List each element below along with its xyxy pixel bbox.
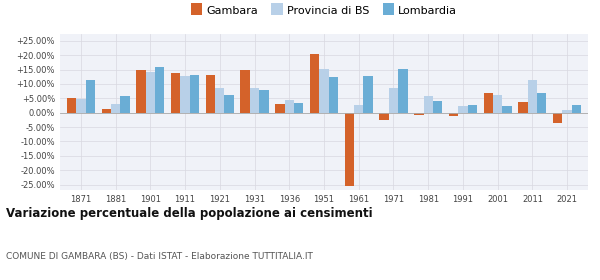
Bar bbox=[76, 99, 86, 113]
Text: COMUNE DI GAMBARA (BS) - Dati ISTAT - Elaborazione TUTTITALIA.IT: COMUNE DI GAMBARA (BS) - Dati ISTAT - El… bbox=[6, 252, 313, 261]
Bar bbox=[294, 103, 304, 113]
Bar bbox=[449, 113, 458, 116]
Bar bbox=[414, 113, 424, 115]
Bar bbox=[458, 106, 467, 113]
Bar bbox=[389, 88, 398, 113]
Bar bbox=[329, 77, 338, 113]
Text: Variazione percentuale della popolazione ai censimenti: Variazione percentuale della popolazione… bbox=[6, 207, 373, 220]
Bar bbox=[379, 113, 389, 120]
Bar bbox=[146, 73, 155, 113]
Bar bbox=[528, 80, 537, 113]
Bar bbox=[344, 113, 354, 186]
Bar bbox=[319, 69, 329, 113]
Bar bbox=[275, 104, 284, 113]
Bar bbox=[120, 96, 130, 113]
Bar bbox=[224, 95, 234, 113]
Bar bbox=[484, 93, 493, 113]
Bar bbox=[310, 54, 319, 113]
Bar bbox=[493, 95, 502, 113]
Bar bbox=[250, 88, 259, 113]
Bar bbox=[433, 101, 442, 113]
Bar bbox=[398, 69, 407, 113]
Bar bbox=[424, 96, 433, 113]
Bar bbox=[136, 70, 146, 113]
Bar bbox=[364, 76, 373, 113]
Bar bbox=[537, 93, 547, 113]
Bar bbox=[354, 105, 364, 113]
Bar bbox=[86, 80, 95, 113]
Bar bbox=[206, 75, 215, 113]
Legend: Gambara, Provincia di BS, Lombardia: Gambara, Provincia di BS, Lombardia bbox=[187, 1, 461, 20]
Bar bbox=[572, 105, 581, 113]
Bar bbox=[518, 102, 528, 113]
Bar bbox=[467, 105, 477, 113]
Bar bbox=[562, 110, 572, 113]
Bar bbox=[553, 113, 562, 123]
Bar bbox=[155, 67, 164, 113]
Bar bbox=[101, 109, 111, 113]
Bar bbox=[284, 100, 294, 113]
Bar bbox=[190, 75, 199, 113]
Bar bbox=[502, 106, 512, 113]
Bar bbox=[241, 69, 250, 113]
Bar bbox=[67, 98, 76, 113]
Bar bbox=[259, 90, 269, 113]
Bar bbox=[215, 88, 224, 113]
Bar bbox=[181, 76, 190, 113]
Bar bbox=[171, 73, 181, 113]
Bar bbox=[111, 104, 120, 113]
